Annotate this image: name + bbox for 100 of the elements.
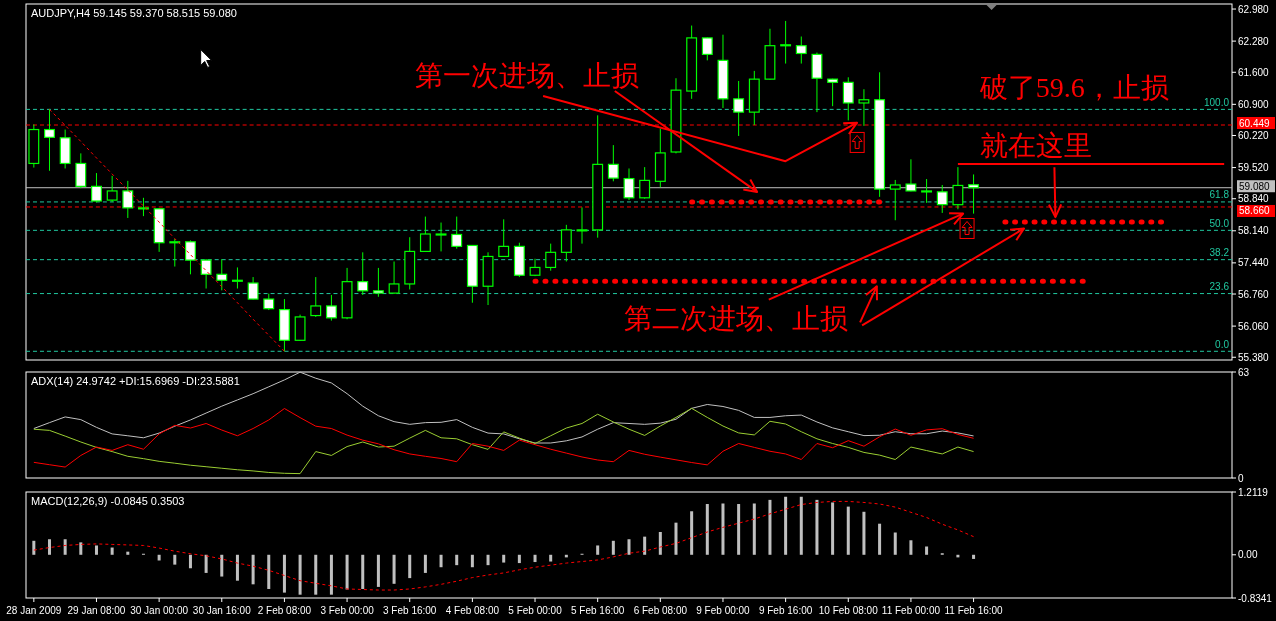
x-tick-label: 30 Jan 00:00 xyxy=(130,604,189,616)
x-tick-label: 29 Jan 08:00 xyxy=(67,604,126,616)
bar xyxy=(345,554,349,590)
annotation: 破了59.6，止损就在这里 xyxy=(978,71,1169,161)
bar xyxy=(705,504,709,555)
candlestick xyxy=(310,276,322,318)
bar xyxy=(47,539,51,555)
annotation: 100.0 xyxy=(1203,96,1230,108)
ref-line-label: 59.080 xyxy=(1239,180,1271,192)
candlestick xyxy=(185,239,196,275)
candlestick xyxy=(921,178,933,204)
bar xyxy=(298,554,302,595)
bar xyxy=(768,499,772,555)
annotation: 50.0 xyxy=(1209,217,1230,229)
candlestick xyxy=(811,52,823,113)
x-tick-label: 10 Feb 08:00 xyxy=(818,604,879,616)
bar xyxy=(721,503,725,555)
bar xyxy=(267,554,271,589)
candlestick xyxy=(733,80,745,137)
annotation: 23.6 xyxy=(1209,281,1230,293)
candlestick xyxy=(357,251,369,296)
candlestick xyxy=(44,108,55,172)
bar xyxy=(314,554,318,595)
bar xyxy=(674,522,678,555)
y-tick-label: 0.00 xyxy=(1238,549,1258,561)
candlestick xyxy=(858,88,870,127)
bar xyxy=(32,540,36,555)
bar xyxy=(408,554,412,579)
bar xyxy=(470,554,474,568)
candlestick xyxy=(842,76,854,121)
candlestick xyxy=(936,184,948,214)
chart-title: ADX(14) 24.9742 +DI:15.6969 -DI:23.5881 xyxy=(31,375,240,387)
candlestick xyxy=(968,173,980,215)
candlestick xyxy=(795,36,807,65)
annotation: 61.8 xyxy=(1209,189,1230,201)
candlestick xyxy=(451,216,463,250)
bar xyxy=(690,511,694,555)
bar xyxy=(549,554,553,562)
candlestick xyxy=(325,294,337,322)
bar xyxy=(63,539,67,555)
y-tick-label: 63 xyxy=(1238,366,1250,378)
candlestick xyxy=(827,78,839,107)
bar xyxy=(423,554,427,573)
candlestick xyxy=(435,222,447,252)
bar xyxy=(251,554,255,585)
bar xyxy=(392,554,396,584)
bar xyxy=(235,554,239,581)
candlestick xyxy=(607,144,619,182)
candlestick xyxy=(231,266,243,290)
x-tick-label: 11 Feb 00:00 xyxy=(881,604,941,616)
bar xyxy=(361,554,365,589)
candlestick xyxy=(560,224,572,262)
candlestick xyxy=(889,179,901,221)
candlestick xyxy=(780,20,792,65)
candlestick xyxy=(905,158,917,192)
candlestick xyxy=(200,258,212,290)
y-tick-label: 58.840 xyxy=(1238,193,1270,205)
y-tick-label: 61.600 xyxy=(1238,66,1270,78)
candlestick xyxy=(122,180,134,219)
bar xyxy=(815,499,819,555)
y-tick-label: 57.440 xyxy=(1238,257,1270,269)
candlestick xyxy=(91,172,102,203)
bar xyxy=(627,539,631,555)
x-tick-label: 30 Jan 16:00 xyxy=(192,604,252,616)
y-tick-label: 62.980 xyxy=(1238,3,1270,15)
bar xyxy=(126,551,130,555)
x-tick-label: 6 Feb 08:00 xyxy=(633,604,688,616)
x-tick-label: 3 Feb 00:00 xyxy=(320,604,375,616)
x-tick-label: 5 Feb 16:00 xyxy=(570,604,625,616)
bar xyxy=(831,502,835,555)
y-tick-label: 0 xyxy=(1238,472,1244,484)
candlestick xyxy=(294,314,306,342)
bar xyxy=(79,542,83,555)
candlestick xyxy=(498,218,510,258)
y-tick-label: 55.380 xyxy=(1238,351,1270,363)
x-tick-label: 11 Feb 16:00 xyxy=(944,604,1004,616)
bar xyxy=(752,503,756,555)
y-tick-label: 60.900 xyxy=(1238,98,1270,110)
bar xyxy=(799,496,803,555)
bar xyxy=(611,540,615,555)
bar xyxy=(376,554,380,587)
bar xyxy=(972,554,976,559)
candlestick xyxy=(247,276,259,301)
x-tick-label: 5 Feb 00:00 xyxy=(508,604,563,616)
y-tick-label: 62.280 xyxy=(1238,35,1270,47)
bar xyxy=(925,546,929,555)
y-tick-label: 60.220 xyxy=(1238,130,1270,141)
bar xyxy=(909,540,913,555)
bar xyxy=(188,554,192,569)
bar xyxy=(643,536,647,555)
candlestick xyxy=(576,206,588,245)
bar xyxy=(455,554,459,566)
candlestick xyxy=(419,216,431,253)
candlestick xyxy=(372,267,384,298)
bar xyxy=(329,554,333,595)
bar xyxy=(502,554,506,563)
bar xyxy=(204,554,208,573)
candlestick xyxy=(952,166,964,210)
y-tick-label: 59.520 xyxy=(1238,162,1270,174)
y-tick-label: 1.2119 xyxy=(1238,486,1269,498)
